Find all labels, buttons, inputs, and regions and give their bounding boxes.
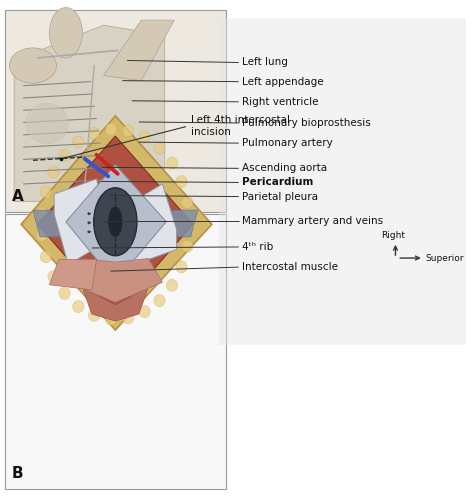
FancyBboxPatch shape [5, 10, 226, 212]
Polygon shape [103, 20, 174, 81]
Polygon shape [21, 116, 212, 330]
Circle shape [176, 261, 187, 273]
Circle shape [48, 271, 59, 283]
Polygon shape [37, 136, 193, 313]
Circle shape [123, 312, 134, 324]
Text: Superior: Superior [426, 254, 464, 263]
Circle shape [184, 218, 195, 230]
Ellipse shape [108, 206, 123, 237]
Circle shape [73, 300, 84, 312]
Circle shape [154, 142, 165, 154]
Circle shape [176, 175, 187, 187]
Circle shape [36, 229, 47, 241]
Ellipse shape [49, 8, 82, 58]
Circle shape [105, 123, 117, 136]
Circle shape [182, 240, 193, 252]
Circle shape [36, 207, 47, 219]
Circle shape [40, 251, 51, 263]
Circle shape [40, 185, 51, 198]
Text: A: A [12, 189, 24, 204]
Circle shape [166, 157, 178, 169]
Text: Left 4th intercostal
incision: Left 4th intercostal incision [191, 115, 290, 137]
Circle shape [166, 279, 178, 291]
Circle shape [123, 124, 134, 137]
Text: Parietal pleura: Parietal pleura [242, 192, 319, 202]
Circle shape [139, 131, 150, 143]
Circle shape [89, 309, 100, 322]
Circle shape [184, 218, 195, 230]
Text: Pulmonary artery: Pulmonary artery [242, 138, 333, 148]
Polygon shape [14, 25, 165, 202]
Circle shape [139, 305, 150, 318]
Circle shape [59, 149, 70, 161]
Polygon shape [49, 260, 97, 290]
Text: Left lung: Left lung [242, 57, 288, 68]
Circle shape [154, 294, 165, 306]
Ellipse shape [94, 188, 137, 256]
Text: Right ventricle: Right ventricle [242, 97, 319, 107]
Polygon shape [82, 287, 148, 321]
FancyBboxPatch shape [219, 18, 466, 345]
Circle shape [89, 127, 100, 139]
Polygon shape [33, 210, 198, 237]
FancyBboxPatch shape [5, 214, 226, 489]
Text: Ascending aorta: Ascending aorta [242, 163, 328, 173]
Polygon shape [120, 184, 176, 265]
Polygon shape [54, 179, 110, 265]
Text: Pulmonary bioprosthesis: Pulmonary bioprosthesis [242, 118, 371, 128]
Ellipse shape [26, 103, 68, 144]
Text: Left appendage: Left appendage [242, 77, 324, 87]
Circle shape [73, 136, 84, 148]
Text: B: B [12, 466, 23, 481]
Circle shape [182, 197, 193, 209]
Polygon shape [66, 165, 166, 282]
Text: Mammary artery and veins: Mammary artery and veins [242, 216, 383, 226]
Ellipse shape [9, 48, 56, 83]
Circle shape [59, 287, 70, 299]
Text: Intercostal muscle: Intercostal muscle [242, 262, 338, 272]
Polygon shape [68, 259, 163, 302]
Text: Pericardium: Pericardium [242, 177, 314, 187]
Circle shape [105, 313, 117, 325]
Circle shape [48, 166, 59, 178]
Text: Right: Right [381, 231, 405, 240]
Text: 4ᵗʰ rib: 4ᵗʰ rib [242, 242, 273, 252]
